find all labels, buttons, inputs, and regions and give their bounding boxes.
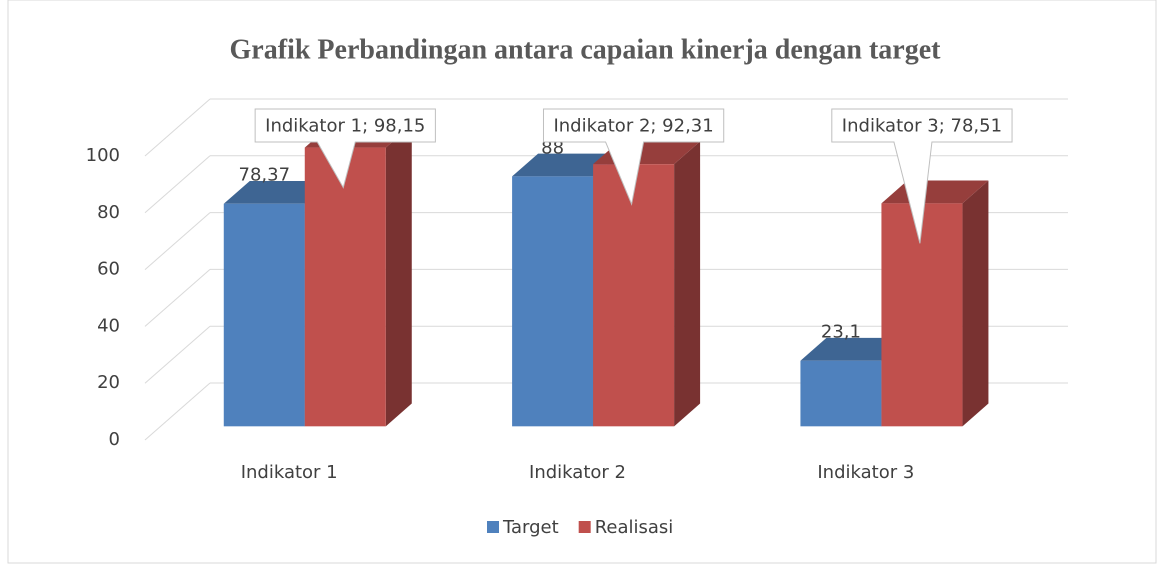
x-tick-label: Indikator 1 (241, 462, 338, 483)
grid-line (144, 269, 211, 327)
callout-box (542, 108, 725, 206)
callout: Indikator 1; 98,15 (254, 108, 436, 189)
grid-line (144, 382, 211, 441)
x-tick-label: Indikator 2 (529, 462, 626, 483)
bar (223, 203, 305, 427)
y-tick-label: 80 (97, 202, 120, 223)
x-tick-label: Indikator 3 (817, 462, 914, 483)
grid-line (144, 155, 211, 214)
grid-line (144, 325, 211, 384)
y-tick-label: 0 (109, 429, 120, 450)
y-tick-label: 40 (97, 315, 120, 336)
bar (593, 164, 675, 427)
legend-label: Realisasi (595, 517, 674, 538)
y-tick-label: 60 (97, 259, 120, 280)
bar-top (800, 337, 908, 361)
callout-box (254, 108, 436, 189)
bar-top (512, 153, 620, 177)
bar-top (223, 180, 331, 204)
grid-line (144, 98, 211, 157)
chart-title: Grafik Perbandingan antara capaian kiner… (230, 34, 942, 65)
bar-side (962, 180, 989, 427)
bar (800, 360, 882, 427)
legend-label: Target (502, 517, 559, 538)
data-label: Indikator 1; 98,15 (265, 116, 425, 137)
bar-side (674, 141, 701, 427)
legend-swatch (487, 521, 499, 533)
callout: Indikator 2; 92,31 (542, 108, 725, 206)
bar (304, 147, 386, 427)
y-tick-label: 20 (97, 372, 120, 393)
data-label: Indikator 3; 78,51 (842, 116, 1002, 137)
y-tick-label: 100 (86, 145, 120, 166)
grid-line (144, 212, 211, 270)
callout-box (831, 108, 1013, 244)
data-label: 88 (541, 137, 564, 158)
data-label: Indikator 2; 92,31 (553, 116, 713, 137)
bar (512, 176, 594, 427)
legend-swatch (578, 521, 591, 533)
bar-side (385, 124, 412, 427)
data-label: 78,37 (239, 165, 291, 186)
callout: Indikator 3; 78,51 (831, 108, 1013, 244)
data-label: 23,1 (821, 322, 861, 343)
bar (881, 203, 963, 427)
